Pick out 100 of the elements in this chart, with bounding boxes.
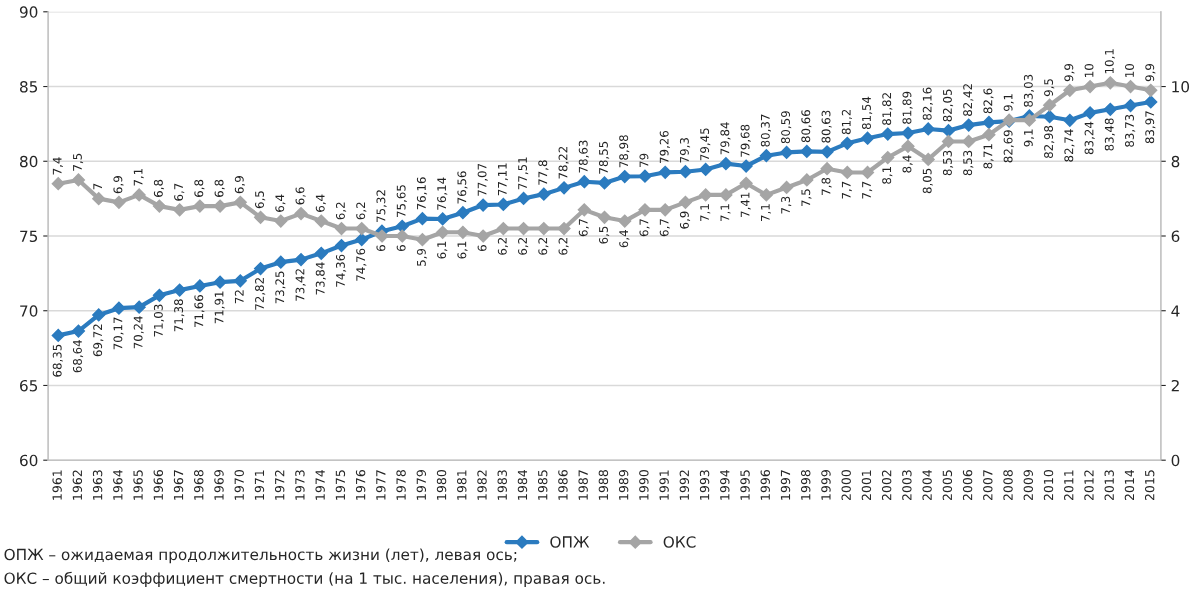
x-tick-label: 1968 (194, 470, 204, 500)
data-label: 6,2 (356, 202, 367, 220)
x-tick-label: 2007 (983, 470, 993, 501)
y-tick-label: 80 (19, 155, 38, 168)
data-label: 6,9 (113, 176, 124, 194)
data-label: 6,9 (234, 176, 245, 194)
data-label: 81,82 (882, 93, 893, 125)
point (294, 253, 308, 267)
point (132, 300, 146, 314)
data-label: 76,16 (416, 177, 428, 210)
point (132, 188, 146, 202)
point (739, 176, 753, 190)
data-label: 6,2 (335, 202, 347, 220)
data-label: 7,41 (740, 192, 751, 217)
data-label: 83,03 (1023, 74, 1035, 107)
data-label: 82,74 (1064, 129, 1075, 162)
x-tick-label: 1991 (659, 470, 669, 500)
data-label: 6,7 (578, 219, 589, 237)
point (253, 261, 268, 276)
data-label: 80,59 (781, 111, 792, 144)
point (213, 275, 227, 289)
point (71, 173, 86, 187)
point (496, 221, 510, 236)
x-tick-label: 1990 (639, 470, 649, 500)
x-tick-label: 1964 (113, 469, 123, 500)
data-label: 79,68 (740, 124, 751, 157)
data-label: 81,89 (902, 91, 913, 124)
x-tick-label: 1984 (517, 469, 528, 500)
data-label: 7,1 (761, 204, 771, 222)
x-tick-label: 1971 (254, 470, 265, 500)
point (1123, 79, 1138, 94)
point (901, 139, 915, 153)
point (476, 229, 490, 243)
x-tick-label: 2003 (902, 470, 912, 501)
data-label: 78,63 (578, 140, 589, 173)
data-label: 8,71 (983, 144, 994, 169)
point (314, 246, 328, 260)
data-label: 6,1 (437, 241, 448, 259)
point (334, 221, 349, 236)
point (152, 288, 166, 302)
y-tick-label: 70 (20, 305, 38, 317)
data-label: 7,1 (133, 168, 144, 186)
text: ОПЖ – ожидаемая продолжительность жизни (лет), левая ось; (4, 548, 517, 564)
data-label: 6,2 (518, 238, 529, 255)
data-label: 82,16 (922, 87, 933, 120)
data-label: 75,32 (376, 190, 387, 222)
data-label: 9,1 (1003, 94, 1014, 112)
point (800, 144, 814, 158)
data-label: 77,51 (518, 157, 529, 190)
x-tick-label: 1969 (214, 470, 224, 500)
point (415, 212, 430, 226)
data-label: 6,2 (558, 238, 569, 255)
point (456, 206, 470, 220)
point (921, 152, 935, 166)
data-label: 76,14 (437, 177, 448, 210)
data-label: 9,9 (1064, 63, 1075, 82)
point (982, 128, 996, 142)
point (780, 180, 794, 195)
x-tick-label: 1975 (335, 470, 346, 500)
point (901, 126, 915, 140)
point (375, 229, 389, 243)
data-label: 82,42 (963, 84, 974, 116)
y-tick-label: 90 (19, 6, 38, 18)
data-label: 74,36 (335, 254, 347, 287)
data-label: 9,9 (1145, 63, 1156, 82)
point (962, 134, 976, 149)
x-tick-label: 1998 (801, 470, 811, 500)
x-tick-label: 1986 (558, 470, 568, 500)
x-tick-label: 1983 (497, 470, 507, 500)
x-tick-label: 2013 (1104, 470, 1114, 501)
data-label: 6,2 (497, 238, 508, 255)
data-label: 9,1 (1023, 129, 1035, 147)
point (557, 221, 571, 236)
data-label: 6,9 (679, 211, 691, 229)
data-label: 7,1 (720, 204, 731, 222)
point (840, 165, 854, 180)
point (1043, 98, 1057, 112)
data-label: 70,24 (133, 316, 144, 349)
data-label: 8,53 (963, 150, 974, 176)
point (719, 157, 733, 171)
y2-tick-label: 6 (1171, 230, 1180, 243)
point (658, 203, 672, 217)
data-label: 73,25 (275, 271, 286, 304)
point (860, 131, 875, 145)
point (173, 283, 187, 297)
data-label: 6,5 (255, 191, 266, 209)
point (92, 308, 106, 322)
data-label: 7 (93, 183, 102, 190)
x-tick-label: 1977 (376, 470, 386, 500)
data-label: 71,03 (153, 304, 165, 337)
x-tick-label: 2002 (881, 470, 892, 501)
point (193, 279, 207, 293)
data-label: 6,4 (619, 230, 630, 248)
point (152, 199, 166, 213)
data-label: 6,7 (174, 183, 185, 201)
data-label: 83,48 (1104, 118, 1115, 151)
x-tick-label: 2000 (841, 470, 851, 501)
y-tick-label: 65 (20, 379, 38, 392)
data-label: 7,7 (862, 181, 873, 199)
point (253, 210, 268, 224)
